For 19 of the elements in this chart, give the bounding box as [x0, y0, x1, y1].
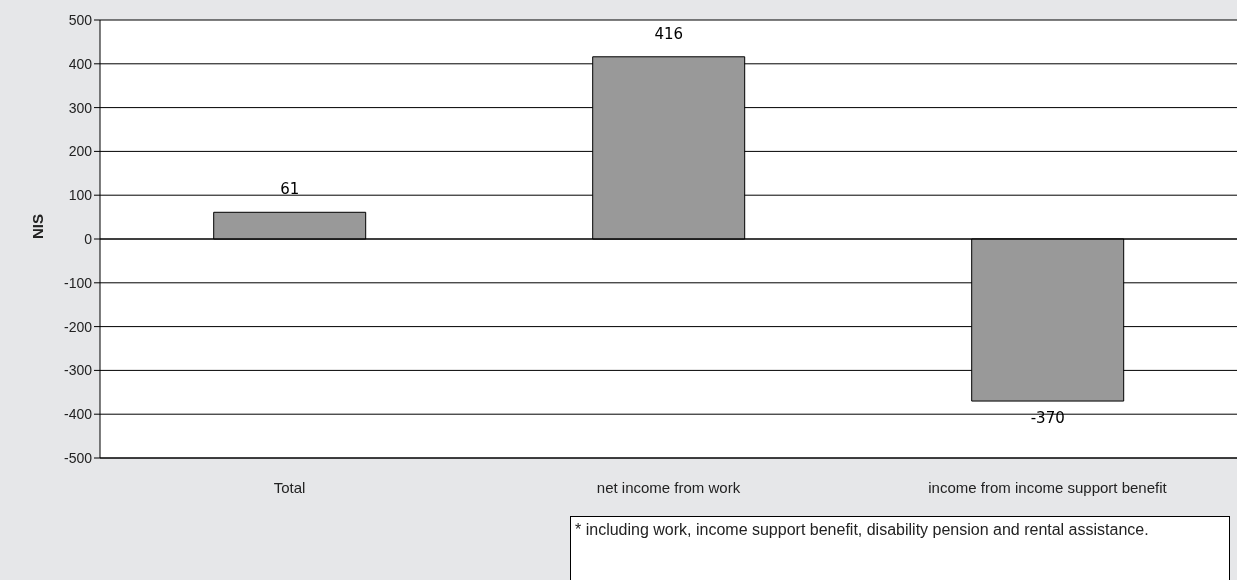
y-tick-label: -300 [63, 362, 93, 379]
x-tick-label: net income from work [596, 478, 741, 496]
y-tick-label: -500 [63, 449, 93, 466]
y-tick-label: 400 [68, 55, 93, 72]
y-tick-label: -200 [63, 318, 93, 335]
x-tick-label: Total [273, 478, 306, 496]
y-tick-label: -400 [63, 406, 93, 423]
y-tick-label: 200 [68, 143, 93, 160]
data-label: 416 [654, 24, 684, 43]
x-tick-label: income from income support benefit [928, 478, 1168, 496]
data-label: -370 [1030, 409, 1065, 428]
data-label: 61 [280, 180, 300, 199]
y-tick-label: 100 [68, 187, 93, 204]
text: * including work, income support benefit, disability pension and rental assistance. [570, 516, 1230, 580]
y-tick-label: 300 [68, 99, 93, 116]
y-tick-label: 0 [84, 230, 93, 247]
y-tick-label: -100 [63, 274, 93, 291]
y-tick-label: 500 [68, 11, 93, 28]
y-axis-title: NIS [29, 213, 47, 239]
